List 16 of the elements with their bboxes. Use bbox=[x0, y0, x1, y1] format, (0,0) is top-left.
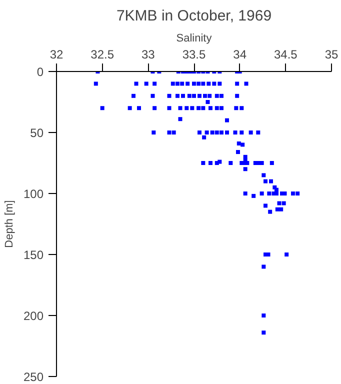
x-tick-label: 34 bbox=[233, 48, 247, 62]
chart-title: 7KMB in October, 1969 bbox=[116, 8, 272, 24]
y-tick-label: 100 bbox=[23, 187, 44, 201]
y-tick-label: 0 bbox=[36, 65, 44, 79]
y-tick-label: 50 bbox=[30, 126, 44, 140]
y-tick-label: 200 bbox=[23, 309, 44, 323]
x-tick-label: 33 bbox=[141, 48, 156, 62]
y-tick-label: 250 bbox=[23, 370, 44, 384]
y-tick-label: 150 bbox=[23, 248, 44, 262]
x-tick-label: 34.5 bbox=[274, 48, 298, 62]
x-tick-label: 35 bbox=[324, 48, 338, 62]
x-tick-label: 32.5 bbox=[90, 48, 114, 62]
y-axis-title: Depth [m] bbox=[3, 200, 16, 248]
x-axis-title: Salinity bbox=[176, 32, 212, 44]
x-tick-label: 32 bbox=[50, 48, 64, 62]
x-tick-label: 33.5 bbox=[182, 48, 206, 62]
